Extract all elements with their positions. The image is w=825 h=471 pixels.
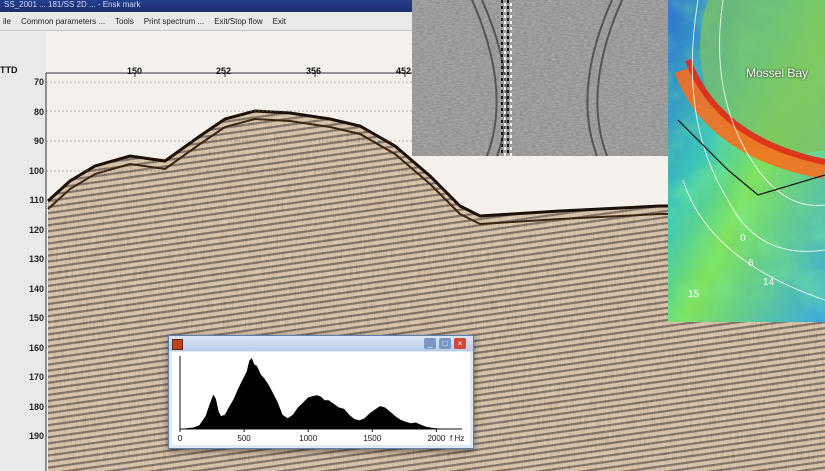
time-axis-label: 140	[28, 283, 44, 294]
menu-item-print-spectrum[interactable]: Print spectrum ...	[143, 16, 205, 26]
x-tick-label: 1000	[299, 434, 317, 443]
spectrum-plot-area: 0 500 1000 1500 2000 f Hz	[172, 352, 470, 445]
time-axis-label: 90	[33, 136, 44, 146]
app-icon	[172, 339, 183, 350]
spectrum-area	[180, 358, 450, 429]
trace-label: 356	[306, 66, 322, 76]
menu-item-tools[interactable]: Tools	[115, 16, 134, 26]
maximize-button[interactable]: □	[439, 338, 451, 349]
map-place-label: Mossel Bay	[746, 66, 809, 80]
time-axis-label: 130	[28, 254, 44, 264]
time-axis-label: 160	[28, 342, 44, 353]
time-axis-label: 80	[33, 106, 44, 117]
menu-item-common-parameters[interactable]: Common parameters ...	[21, 16, 106, 26]
time-axis-label: 190	[28, 431, 44, 441]
minimize-button[interactable]: _	[424, 338, 436, 349]
menu-item-exit[interactable]: Exit	[272, 16, 287, 26]
time-axis-label: 100	[28, 165, 44, 176]
spectrum-window-titlebar[interactable]: _ □ ×	[169, 336, 473, 351]
spectrum-chart: 0 500 1000 1500 2000 f Hz	[178, 356, 464, 443]
x-tick-label: 1500	[363, 434, 381, 443]
spectrum-window: _ □ × 0 500 1000 1500 2000 f Hz	[168, 335, 474, 449]
time-axis-label: 120	[28, 224, 44, 235]
x-axis-unit-label: f Hz	[450, 434, 464, 443]
bathymetry-map	[668, 0, 825, 322]
trace-label: 252	[216, 66, 232, 76]
x-tick-label: 500	[237, 434, 251, 443]
time-axis-label: 180	[28, 401, 44, 412]
trace-label: 452	[396, 66, 412, 76]
menu-bar: ile Common parameters ... Tools Print sp…	[0, 12, 412, 31]
close-button[interactable]: ×	[454, 338, 466, 349]
seismic-gather-image	[412, 0, 668, 156]
map-contour-label: 0	[740, 233, 746, 244]
window-titlebar: SS_2001 ... 181/SS 2D ... - Ensk mark	[0, 0, 412, 12]
trace-label: 150	[127, 66, 143, 76]
x-tick-label: 2000	[427, 434, 445, 443]
map-contour-label: 14	[763, 277, 775, 288]
window-title: SS_2001 ... 181/SS 2D ... - Ensk mark	[4, 0, 141, 9]
menu-item-file[interactable]: ile	[3, 16, 12, 26]
ttd-label: TTD	[0, 65, 18, 75]
time-axis-label: 110	[29, 195, 44, 205]
time-axis-label: 70	[33, 77, 44, 87]
map-contour-label: 15	[688, 289, 700, 300]
x-tick-label: 0	[178, 434, 183, 443]
time-axis-label: 150	[28, 313, 44, 323]
map-contour-label: 6	[748, 258, 754, 269]
time-axis-label: 170	[28, 372, 44, 382]
menu-item-exit-stop-flow[interactable]: Exit/Stop flow	[214, 16, 263, 26]
